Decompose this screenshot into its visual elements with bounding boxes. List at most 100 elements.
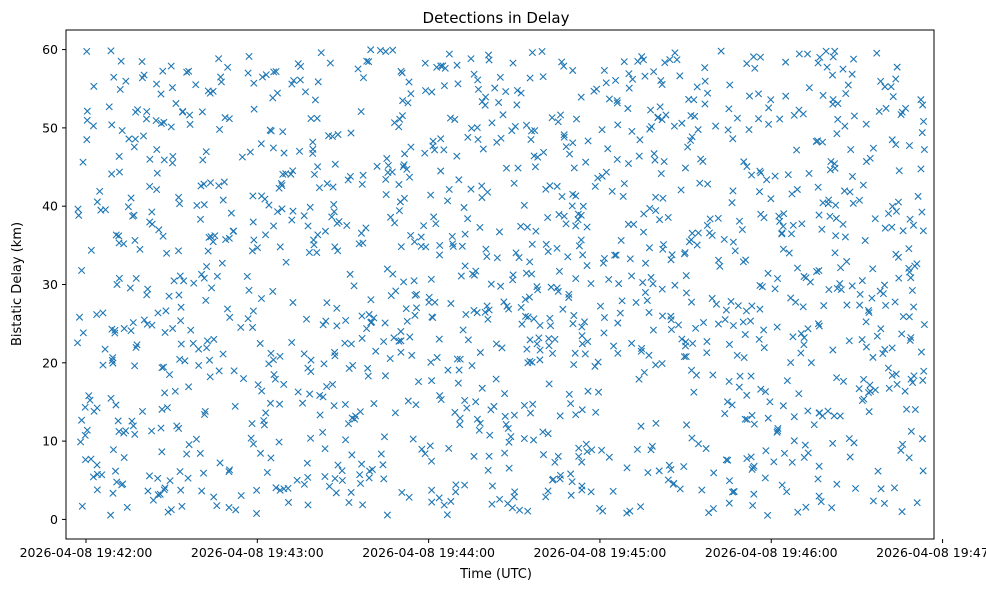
detection-marker xyxy=(828,504,836,512)
detection-marker xyxy=(426,442,434,450)
detection-marker xyxy=(588,446,596,454)
detection-marker xyxy=(262,71,270,79)
detection-marker xyxy=(245,286,253,294)
detection-marker xyxy=(902,405,911,413)
detection-marker xyxy=(510,411,518,419)
detection-marker xyxy=(701,64,709,72)
detection-marker xyxy=(445,50,453,58)
detection-marker xyxy=(155,226,163,234)
detection-marker xyxy=(526,409,535,417)
detection-marker xyxy=(699,157,707,166)
detection-marker xyxy=(372,347,380,355)
detection-marker xyxy=(748,411,756,419)
detection-marker xyxy=(714,256,723,264)
detection-marker xyxy=(887,83,895,91)
detection-marker xyxy=(834,115,842,123)
detection-marker xyxy=(901,104,910,112)
detection-marker xyxy=(443,511,451,519)
detection-marker xyxy=(848,172,857,181)
detection-marker xyxy=(289,298,297,307)
detection-marker xyxy=(833,284,841,293)
detection-marker xyxy=(627,339,636,347)
detection-marker xyxy=(138,74,147,82)
detection-marker xyxy=(73,339,82,347)
detection-marker xyxy=(826,166,834,174)
detection-marker xyxy=(197,270,206,278)
detection-marker xyxy=(818,138,827,146)
detection-marker xyxy=(843,257,851,266)
detection-marker xyxy=(453,61,461,69)
detection-marker xyxy=(273,208,282,216)
detection-marker xyxy=(799,303,807,311)
detection-marker xyxy=(178,502,186,510)
detection-marker xyxy=(582,440,590,448)
detection-marker xyxy=(578,340,586,348)
detection-marker xyxy=(244,315,252,323)
detection-marker xyxy=(817,498,825,506)
detection-marker xyxy=(827,157,835,166)
detection-marker xyxy=(225,503,233,512)
detection-marker xyxy=(243,272,251,281)
detection-marker xyxy=(567,470,575,478)
detection-marker xyxy=(617,236,625,245)
detection-marker xyxy=(574,216,582,224)
detection-marker xyxy=(728,199,736,207)
detection-marker xyxy=(874,467,882,475)
detection-marker xyxy=(200,274,208,282)
detection-marker xyxy=(618,297,626,305)
detection-marker xyxy=(818,225,826,233)
detection-marker xyxy=(556,471,565,479)
detection-marker xyxy=(694,440,703,448)
detection-marker xyxy=(770,458,778,466)
detection-marker xyxy=(202,296,210,305)
detection-marker xyxy=(894,198,903,206)
detection-marker xyxy=(605,95,614,103)
detection-marker xyxy=(389,46,397,54)
detection-marker xyxy=(275,438,283,446)
detection-marker xyxy=(154,491,162,499)
detection-marker xyxy=(779,222,787,230)
detection-marker xyxy=(356,408,364,416)
detection-marker xyxy=(605,275,613,284)
detection-marker xyxy=(594,358,602,366)
detection-marker xyxy=(237,491,245,500)
detection-marker xyxy=(754,115,763,123)
detection-marker xyxy=(546,182,554,190)
detection-marker xyxy=(158,405,166,413)
detection-marker xyxy=(743,60,751,68)
detection-marker xyxy=(501,449,509,457)
detection-marker xyxy=(246,148,254,156)
detection-marker xyxy=(918,129,926,137)
detection-marker xyxy=(554,287,562,295)
detection-marker xyxy=(534,286,542,294)
detection-marker xyxy=(481,101,489,109)
detection-marker xyxy=(765,104,773,112)
detection-marker xyxy=(476,419,484,427)
detection-marker xyxy=(757,385,765,393)
detection-marker xyxy=(362,224,370,232)
detection-marker xyxy=(407,143,415,151)
detection-marker xyxy=(757,169,765,177)
detection-marker xyxy=(849,55,858,63)
detection-marker xyxy=(347,340,355,348)
detection-marker xyxy=(569,190,577,198)
detection-marker xyxy=(673,56,681,64)
detection-marker xyxy=(641,72,649,80)
detection-marker xyxy=(723,398,732,406)
detection-marker xyxy=(873,49,881,57)
detection-marker xyxy=(435,494,443,502)
detection-marker xyxy=(636,136,644,144)
detection-marker xyxy=(123,503,131,511)
detection-marker xyxy=(445,444,453,453)
detection-marker xyxy=(257,140,265,148)
x-tick-label: 2026-04-08 19:47:00 xyxy=(876,545,986,560)
detection-marker xyxy=(717,47,725,55)
x-tick-label: 2026-04-08 19:45:00 xyxy=(534,545,667,560)
detection-marker xyxy=(754,90,763,98)
detection-marker xyxy=(386,354,394,363)
detection-marker xyxy=(386,213,395,221)
detection-marker xyxy=(230,367,238,375)
detection-marker xyxy=(657,76,665,85)
detection-marker xyxy=(428,486,436,494)
detection-marker xyxy=(547,283,555,291)
